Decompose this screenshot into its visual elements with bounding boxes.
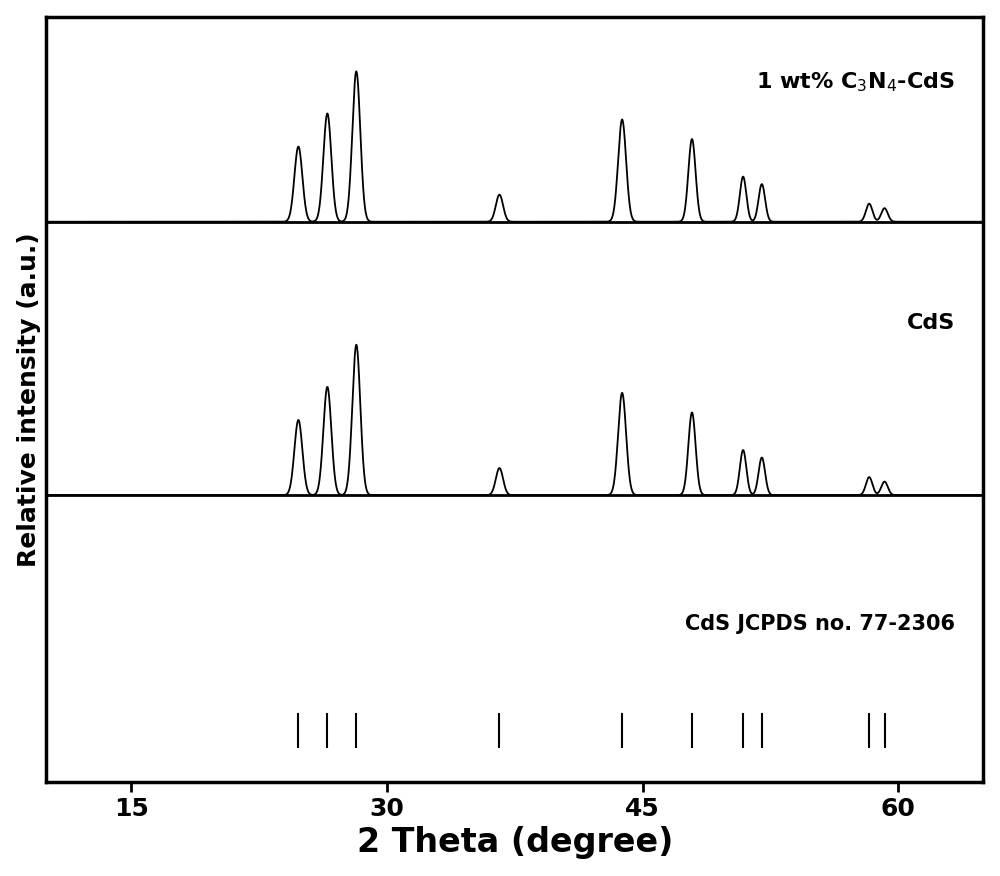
X-axis label: 2 Theta (degree): 2 Theta (degree) <box>357 826 673 859</box>
Text: 1 wt% C$_3$N$_4$-CdS: 1 wt% C$_3$N$_4$-CdS <box>756 70 955 94</box>
Text: CdS JCPDS no. 77-2306: CdS JCPDS no. 77-2306 <box>685 614 955 633</box>
Text: CdS: CdS <box>907 313 955 333</box>
Y-axis label: Relative intensity (a.u.): Relative intensity (a.u.) <box>17 232 41 567</box>
